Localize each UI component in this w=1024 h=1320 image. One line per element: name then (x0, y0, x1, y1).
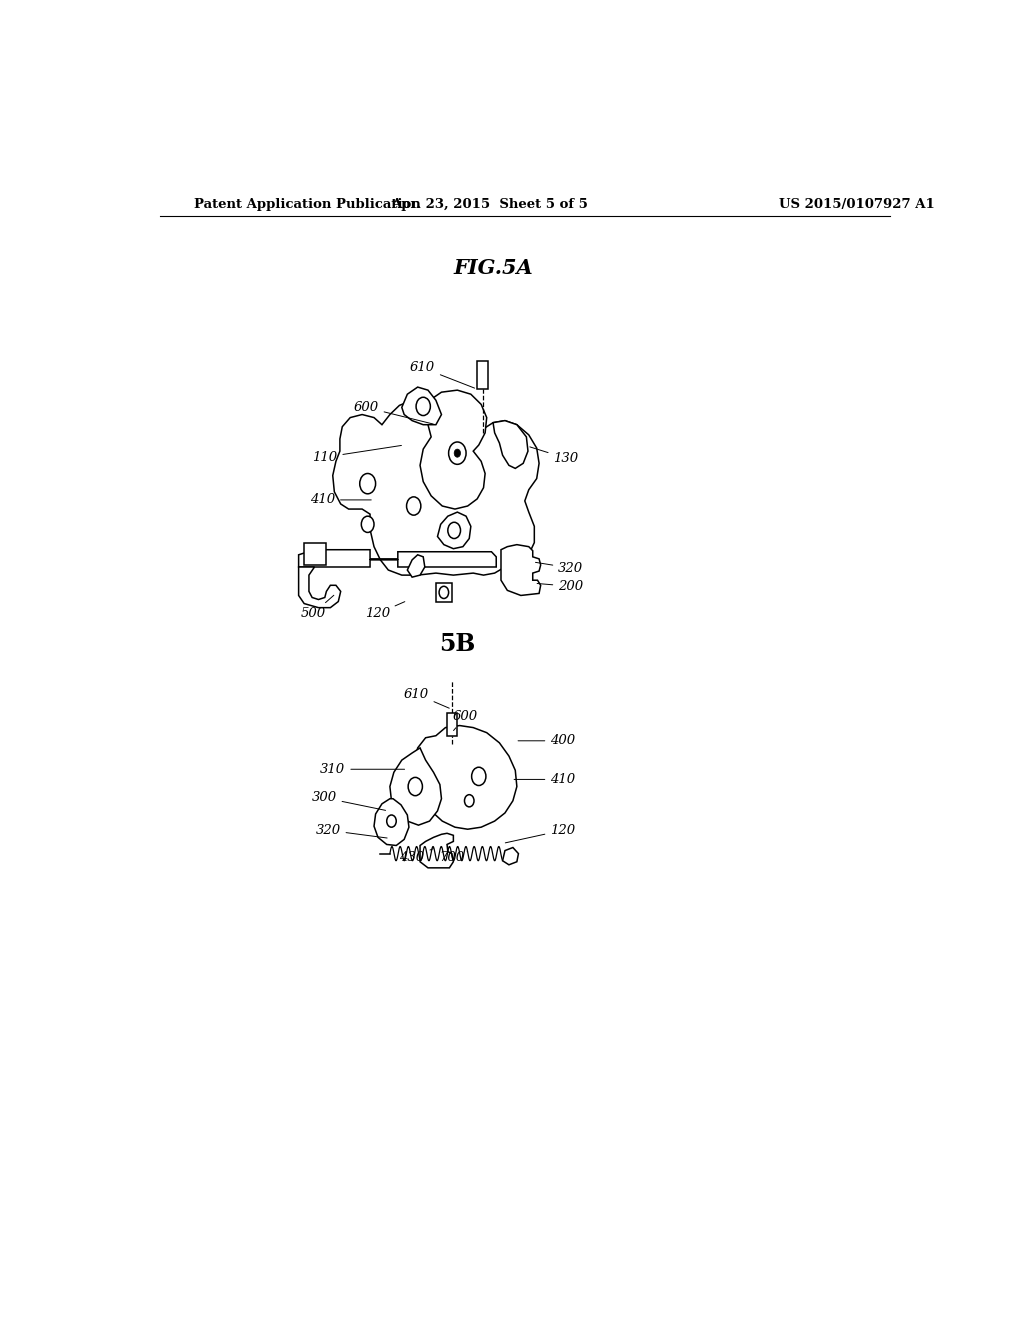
Circle shape (407, 496, 421, 515)
Polygon shape (374, 799, 409, 846)
Text: 430: 430 (399, 849, 433, 865)
Text: 130: 130 (529, 447, 579, 465)
Text: 310: 310 (321, 763, 404, 776)
Text: 120: 120 (505, 824, 575, 843)
Polygon shape (299, 549, 497, 568)
Circle shape (447, 523, 461, 539)
Text: 120: 120 (365, 602, 404, 620)
Text: Apr. 23, 2015  Sheet 5 of 5: Apr. 23, 2015 Sheet 5 of 5 (391, 198, 589, 211)
Circle shape (455, 449, 461, 457)
Text: 500: 500 (300, 595, 334, 620)
Circle shape (449, 442, 466, 465)
Polygon shape (437, 512, 471, 549)
Polygon shape (390, 748, 441, 825)
Circle shape (439, 586, 449, 598)
Text: 110: 110 (312, 445, 401, 463)
Bar (446, 713, 457, 735)
Polygon shape (299, 568, 341, 607)
Polygon shape (420, 833, 454, 867)
Polygon shape (494, 421, 528, 469)
Circle shape (409, 777, 423, 796)
Text: 600: 600 (453, 710, 478, 730)
Text: 320: 320 (536, 561, 584, 574)
Circle shape (361, 516, 374, 532)
Bar (304, 543, 327, 565)
Polygon shape (401, 387, 441, 425)
Text: 610: 610 (403, 688, 450, 709)
Text: 400: 400 (518, 734, 575, 747)
Bar (477, 360, 488, 389)
Text: 300: 300 (311, 791, 386, 810)
Circle shape (387, 814, 396, 828)
Circle shape (416, 397, 430, 416)
Text: 410: 410 (310, 494, 372, 507)
Text: 610: 610 (410, 362, 474, 388)
Polygon shape (501, 545, 541, 595)
Circle shape (465, 795, 474, 807)
Bar (436, 583, 452, 602)
Text: 410: 410 (514, 774, 575, 785)
Polygon shape (503, 847, 518, 865)
Polygon shape (408, 554, 425, 577)
Text: 700: 700 (439, 851, 468, 865)
Text: US 2015/0107927 A1: US 2015/0107927 A1 (778, 198, 935, 211)
Polygon shape (414, 726, 517, 829)
Text: Patent Application Publication: Patent Application Publication (194, 198, 421, 211)
Polygon shape (333, 397, 539, 576)
Text: FIG.5A: FIG.5A (454, 259, 532, 279)
Polygon shape (420, 391, 486, 510)
Text: 600: 600 (353, 401, 433, 424)
Text: 200: 200 (538, 579, 584, 593)
Circle shape (472, 767, 486, 785)
Circle shape (359, 474, 376, 494)
Text: 320: 320 (315, 824, 387, 838)
Text: 5B: 5B (439, 632, 475, 656)
